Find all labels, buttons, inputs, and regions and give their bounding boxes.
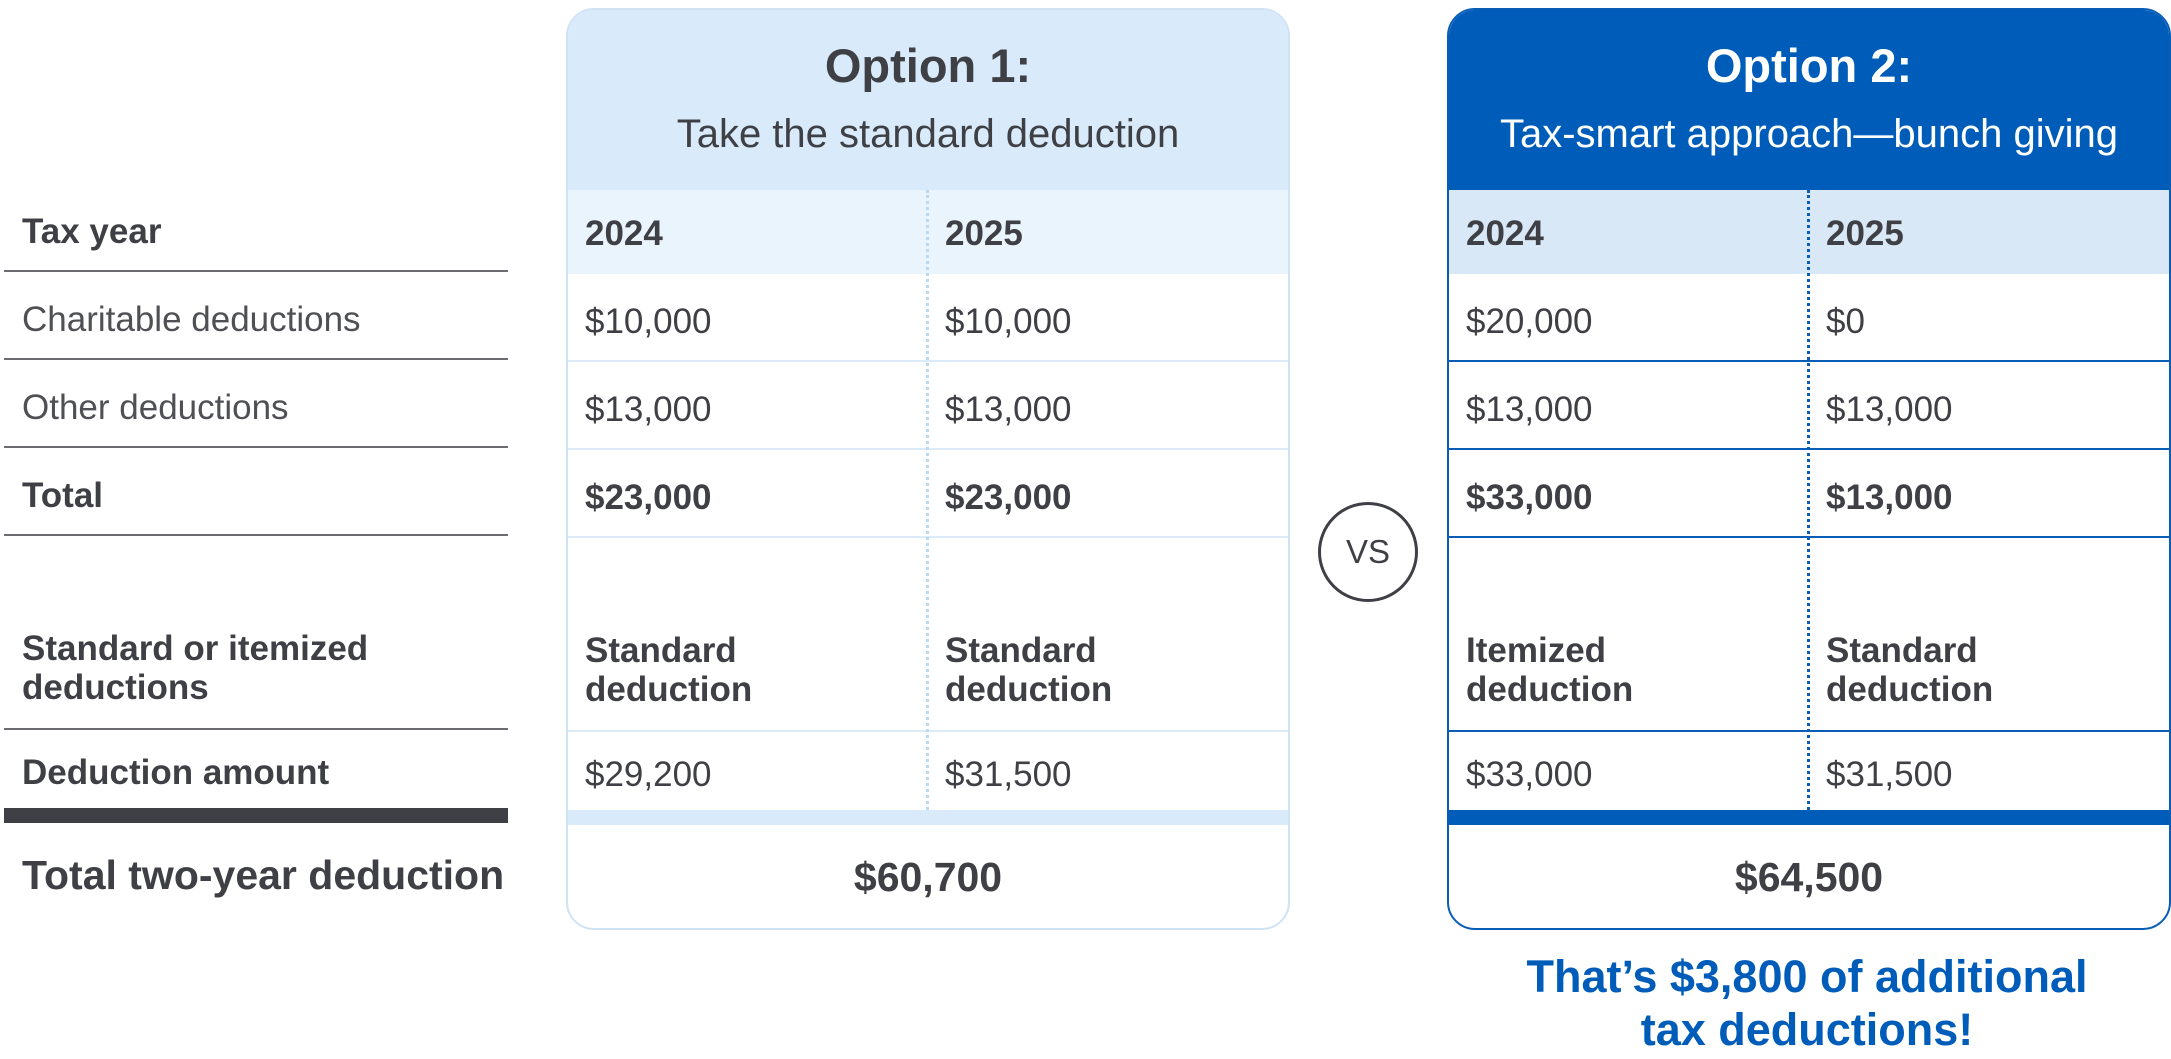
deduction-type-line: deduction	[585, 670, 753, 709]
deduction-amount-2025: $31,500	[1826, 754, 1953, 794]
divider	[4, 534, 508, 536]
option-2-card: Option 2: Tax-smart approach—bunch givin…	[1447, 8, 2171, 930]
deduction-amount-2024: $29,200	[585, 754, 712, 794]
row-label-total-two-year: Total two-year deduction	[22, 851, 505, 898]
option-2-header: Option 2: Tax-smart approach—bunch givin…	[1449, 10, 2169, 190]
savings-callout: That’s $3,800 of additional tax deductio…	[1447, 950, 2167, 1056]
charitable-2025: $0	[1826, 301, 1865, 341]
year-2025: 2025	[1826, 213, 1904, 253]
deduction-type-2024: Itemized deduction	[1466, 630, 1633, 710]
deduction-type-2024: Standard deduction	[585, 630, 752, 710]
row-label-other: Other deductions	[22, 387, 289, 427]
callout-line: tax deductions!	[1640, 1004, 1974, 1055]
option-2-subtitle: Tax-smart approach—bunch giving	[1499, 112, 2119, 156]
other-2024: $13,000	[585, 389, 712, 429]
deduction-amount-2024: $33,000	[1466, 754, 1593, 794]
row-label-total: Total	[22, 475, 104, 515]
deduction-amount-2025: $31,500	[945, 754, 1072, 794]
charitable-2024: $10,000	[585, 301, 712, 341]
deduction-type-2025: Standard deduction	[1826, 630, 1993, 710]
year-2025: 2025	[945, 213, 1023, 253]
row-label-standard-or-itemized: Standard or itemized deductions	[22, 629, 369, 707]
vs-badge: VS	[1318, 502, 1418, 602]
callout-line: That’s $3,800 of additional	[1526, 951, 2088, 1002]
row-label-charitable: Charitable deductions	[22, 299, 361, 339]
divider	[4, 358, 508, 360]
column-divider	[926, 190, 929, 810]
charitable-2024: $20,000	[1466, 301, 1593, 341]
year-2024: 2024	[1466, 213, 1544, 253]
thick-divider	[4, 808, 508, 823]
deduction-type-line: deduction	[1466, 670, 1634, 709]
deduction-type-2025: Standard deduction	[945, 630, 1112, 710]
deduction-type-line: deduction	[1826, 670, 1994, 709]
total-2025: $23,000	[945, 477, 1072, 517]
deduction-type-line: Standard	[1826, 631, 1978, 670]
divider	[4, 728, 508, 730]
divider	[4, 446, 508, 448]
option-1-title: Option 1:	[824, 39, 1032, 92]
deduction-type-line: Standard	[585, 631, 737, 670]
other-2024: $13,000	[1466, 389, 1593, 429]
row-label-tax-year: Tax year	[22, 211, 162, 251]
option-2-two-year-total: $64,500	[1734, 853, 1884, 900]
thick-divider	[568, 810, 1288, 825]
option-1-subtitle: Take the standard deduction	[676, 112, 1180, 156]
deduction-type-line: deduction	[945, 670, 1113, 709]
year-2024: 2024	[585, 213, 663, 253]
total-2024: $33,000	[1466, 477, 1593, 517]
column-divider	[1807, 190, 1810, 810]
total-2024: $23,000	[585, 477, 712, 517]
charitable-2025: $10,000	[945, 301, 1072, 341]
other-2025: $13,000	[945, 389, 1072, 429]
deduction-type-line: Itemized	[1466, 631, 1607, 670]
thick-divider	[1449, 810, 2169, 825]
option-1-header: Option 1: Take the standard deduction	[568, 10, 1288, 190]
option-2-title: Option 2:	[1705, 39, 1913, 92]
row-label-deduction-amount: Deduction amount	[22, 752, 330, 792]
divider	[4, 270, 508, 272]
deduction-type-line: Standard	[945, 631, 1097, 670]
option-1-two-year-total: $60,700	[853, 853, 1003, 900]
total-2025: $13,000	[1826, 477, 1953, 517]
option-1-card: Option 1: Take the standard deduction 20…	[566, 8, 1290, 930]
other-2025: $13,000	[1826, 389, 1953, 429]
